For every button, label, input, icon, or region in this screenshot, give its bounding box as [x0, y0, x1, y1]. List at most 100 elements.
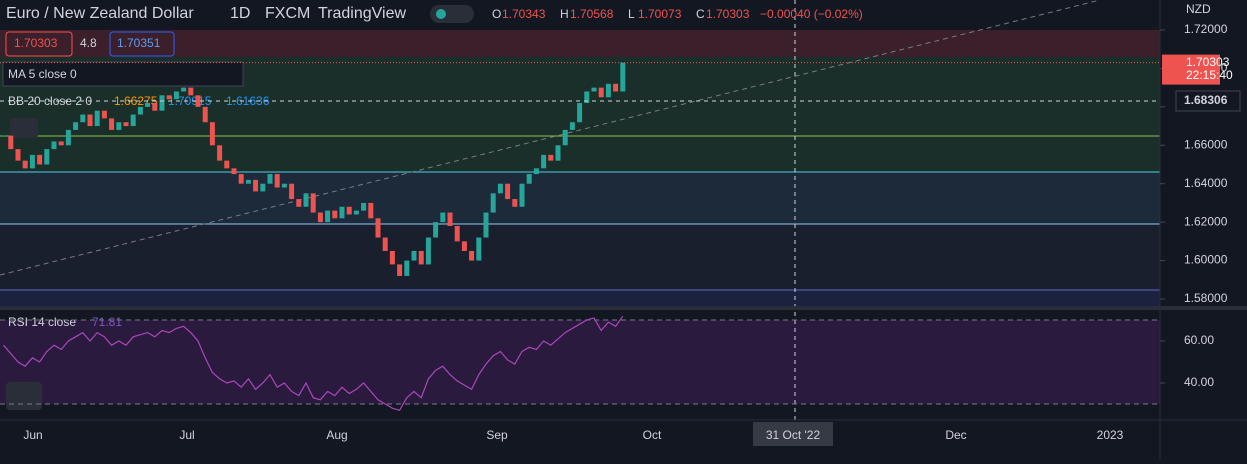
candle [332, 210, 338, 219]
candle [526, 174, 532, 184]
candle [80, 114, 86, 123]
candle [116, 122, 122, 130]
candle [591, 87, 597, 92]
x-tick-label: Jun [23, 428, 42, 442]
candle [289, 183, 295, 200]
candle [461, 241, 467, 251]
candle [397, 264, 403, 276]
candle [238, 174, 244, 184]
candle [505, 183, 511, 200]
candle [519, 183, 525, 207]
countdown: 22:15:40 [1186, 68, 1233, 82]
candle [231, 168, 237, 175]
candle [325, 210, 331, 223]
candle [267, 174, 273, 184]
candle [613, 83, 619, 92]
zone-blue [0, 172, 1160, 224]
candle [166, 95, 172, 100]
candle [1, 135, 7, 137]
candle [173, 91, 179, 100]
candle [274, 174, 280, 188]
x-tick-label: Sep [486, 428, 508, 442]
candle [188, 87, 194, 96]
candle [512, 199, 518, 207]
y-tick-label: 1.64000 [1184, 176, 1228, 190]
candle [454, 225, 460, 242]
candle [224, 160, 230, 169]
rsi-tick-label: 40.00 [1184, 375, 1214, 389]
ohlc-value: 1.70568 [570, 7, 614, 21]
candle [555, 145, 561, 161]
rsi-band [0, 320, 1160, 404]
rsi-value: 71.81 [92, 315, 122, 329]
candle [577, 103, 583, 123]
y-tick-label: 1.58000 [1184, 291, 1228, 305]
y-tick-label: 1.62000 [1184, 214, 1228, 228]
ma-title: MA 5 close 0 [8, 67, 77, 81]
candle [37, 154, 43, 165]
ohlc-value: 1.70073 [638, 7, 682, 21]
candle [382, 237, 388, 251]
y-tick-label: 1.66000 [1184, 137, 1228, 151]
candle [137, 106, 143, 115]
candle [469, 250, 475, 261]
candle [65, 129, 71, 146]
candle [123, 122, 129, 127]
candle [109, 118, 115, 130]
candle [533, 168, 539, 175]
sell-button[interactable] [5, 31, 73, 57]
candle [569, 122, 575, 130]
buy-button[interactable] [109, 31, 175, 57]
candle [303, 193, 309, 207]
candle [44, 149, 50, 165]
candle [15, 149, 21, 161]
candle [476, 237, 482, 261]
candle [310, 193, 316, 213]
bb-upper: 1.70915 [168, 94, 212, 108]
ohlc-value: 1.70303 [706, 7, 750, 21]
candle [130, 114, 136, 127]
candle [181, 87, 187, 92]
zone-dark [0, 224, 1160, 290]
candle [217, 145, 223, 161]
candle [29, 154, 35, 169]
y-tick-label: 1.60000 [1184, 253, 1228, 267]
rsi-title: RSI 14 close [8, 315, 76, 329]
candle [541, 154, 547, 169]
x-tick-label: Aug [326, 428, 347, 442]
candle [440, 212, 446, 223]
x-crosshair-box [753, 422, 833, 446]
ma-legend[interactable] [2, 61, 244, 87]
x-tick-label: 31 Oct '22 [766, 428, 821, 442]
candle [195, 95, 201, 107]
candle [562, 129, 568, 146]
spread: 4.8 [80, 36, 97, 50]
zone-navy [0, 290, 1160, 306]
candle [209, 122, 215, 146]
candle [94, 110, 100, 127]
candle [51, 141, 57, 150]
rsi-tick-label: 60.00 [1184, 333, 1214, 347]
crosshair-label: 1.68306 [1184, 93, 1228, 107]
ohlc-key: C [696, 7, 705, 21]
ohlc-value: 1.70343 [502, 7, 546, 21]
x-tick-label: Jul [179, 428, 194, 442]
ohlc-key: L [628, 7, 635, 21]
candle [245, 179, 251, 184]
y-tick-label: 1.72000 [1184, 22, 1228, 36]
x-tick-label: Dec [945, 428, 966, 442]
ohlc-key: O [492, 7, 501, 21]
crosshair-box [1175, 90, 1241, 112]
candle [101, 110, 107, 119]
candle [620, 62, 626, 92]
candle [584, 91, 590, 104]
candle [447, 212, 453, 226]
candle [22, 160, 28, 169]
status-dot [436, 9, 446, 19]
x-tick-label: 2023 [1097, 428, 1124, 442]
collapse-button[interactable] [10, 118, 38, 138]
candle [202, 106, 208, 123]
brand: TradingView [318, 5, 406, 22]
